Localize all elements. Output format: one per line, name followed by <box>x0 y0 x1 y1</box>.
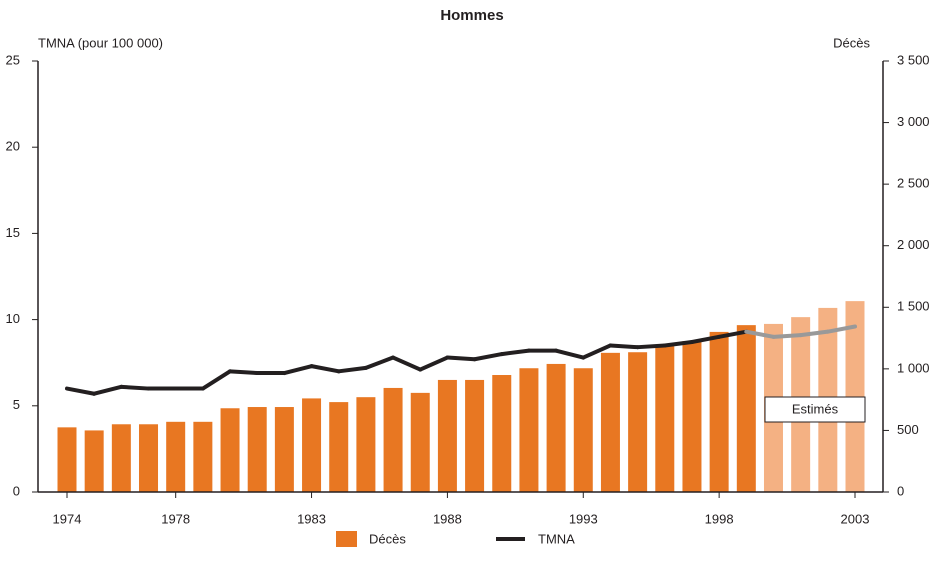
bar <box>247 407 267 492</box>
line-segment <box>445 355 477 362</box>
line-segment <box>825 324 857 334</box>
bar <box>111 424 131 492</box>
bar <box>655 346 675 492</box>
x-tick-label: 1983 <box>297 511 326 526</box>
line-segment <box>744 329 776 339</box>
y2-tick-label: 3 000 <box>897 114 930 129</box>
x-tick-label: 1993 <box>569 511 598 526</box>
line-segment <box>554 348 586 360</box>
y-tick-label: 5 <box>13 397 20 412</box>
y2-axis-label: Décès <box>833 35 870 50</box>
bar <box>302 398 322 492</box>
line-segment <box>228 369 260 376</box>
line-segment <box>499 348 531 357</box>
x-tick-label: 1998 <box>705 511 734 526</box>
x-tick-label: 1988 <box>433 511 462 526</box>
line-segment <box>635 343 667 350</box>
y2-tick-label: 2 500 <box>897 176 930 191</box>
y-tick-label: 15 <box>6 225 20 240</box>
x-tick-label: 2003 <box>841 511 870 526</box>
y2-tick-label: 3 500 <box>897 52 930 67</box>
bar <box>709 331 729 492</box>
annotation: Estimés <box>792 401 839 416</box>
bar <box>573 368 593 492</box>
bar <box>329 402 349 492</box>
bar <box>600 352 620 492</box>
line-segment <box>689 334 722 345</box>
bar <box>84 430 104 492</box>
legend-label: TMNA <box>538 531 575 546</box>
y2-tick-label: 1 000 <box>897 360 930 375</box>
bar <box>736 325 756 492</box>
line-segment <box>717 329 749 339</box>
bar <box>437 379 457 492</box>
bar <box>220 408 240 492</box>
line-segment <box>798 329 830 338</box>
line-segment <box>418 355 450 372</box>
bar <box>166 421 186 492</box>
y-tick-label: 0 <box>13 483 20 498</box>
y2-tick-label: 0 <box>897 483 904 498</box>
bar <box>57 427 77 492</box>
line-segment <box>65 386 97 396</box>
chart-title: Hommes <box>440 7 503 24</box>
bar <box>465 379 485 492</box>
bar <box>383 387 403 492</box>
bar <box>492 375 512 492</box>
line-segment <box>608 343 640 350</box>
y2-tick-label: 500 <box>897 422 919 437</box>
bar <box>628 352 648 492</box>
y2-tick-label: 1 500 <box>897 299 930 314</box>
annotation-box <box>764 396 866 423</box>
line-segment <box>771 333 803 339</box>
y-tick-label: 25 <box>6 52 20 67</box>
line-segment <box>282 364 314 376</box>
y-axis-label: TMNA (pour 100 000) <box>38 35 163 50</box>
legend-label: Décès <box>369 531 406 546</box>
line-segment <box>92 384 124 396</box>
bar <box>682 341 702 492</box>
line-segment <box>363 355 396 370</box>
bar <box>519 368 539 492</box>
line-segment <box>391 355 423 372</box>
bar <box>193 421 213 492</box>
line-segment <box>309 364 341 374</box>
x-tick-label: 1978 <box>161 511 190 526</box>
y-tick-label: 10 <box>6 311 20 326</box>
line-segment <box>119 384 151 391</box>
bar <box>410 392 430 492</box>
y2-tick-label: 2 000 <box>897 237 930 252</box>
line-segment <box>581 343 613 360</box>
line-segment <box>200 369 233 391</box>
y-tick-label: 20 <box>6 139 20 154</box>
bar <box>356 397 376 492</box>
line-segment <box>336 365 368 374</box>
legend-swatch <box>336 531 357 547</box>
bar <box>546 363 566 492</box>
line-segment <box>472 352 504 362</box>
bar <box>139 424 159 492</box>
bar <box>274 407 294 492</box>
line-segment <box>662 340 694 348</box>
x-tick-label: 1974 <box>53 511 82 526</box>
